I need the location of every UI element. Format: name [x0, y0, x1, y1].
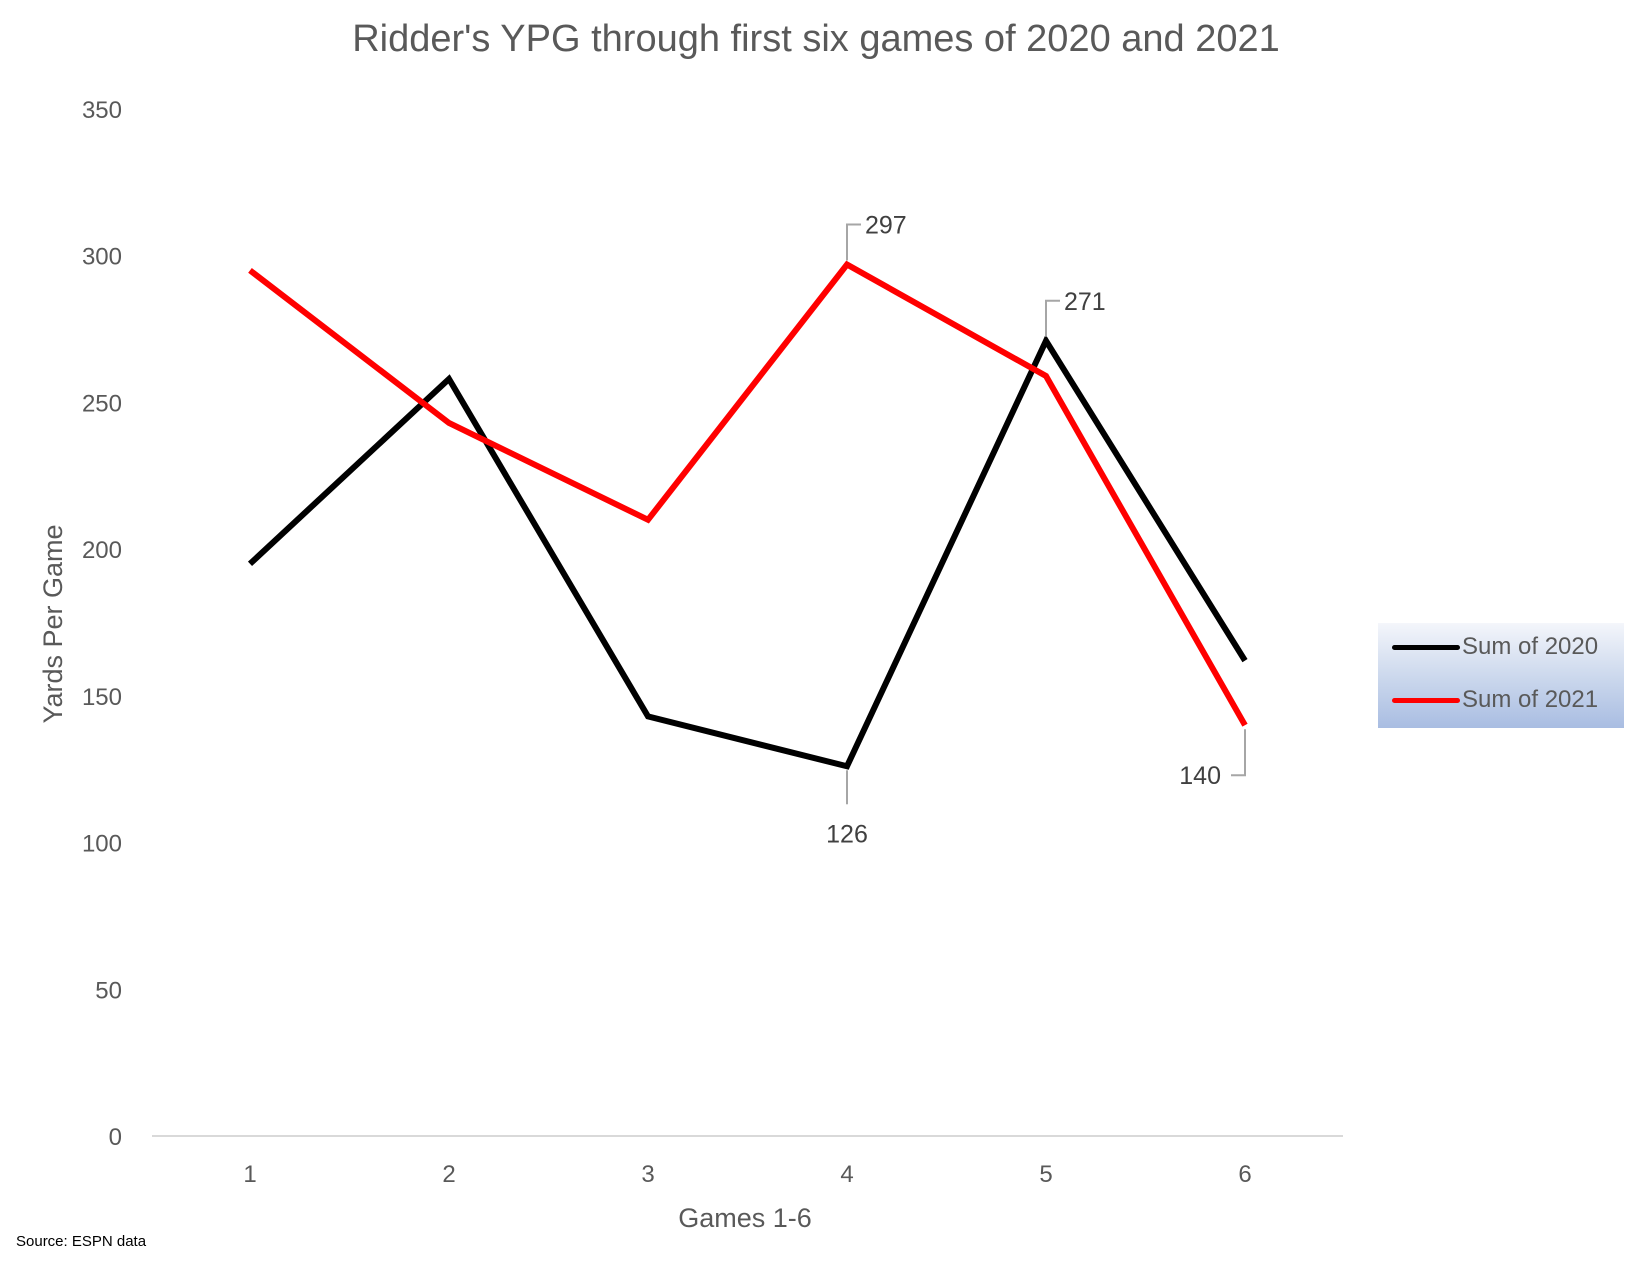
y-tick-label: 0: [109, 1124, 122, 1151]
legend-label-2021: Sum of 2021: [1462, 686, 1599, 713]
y-tick-label: 100: [82, 831, 122, 858]
source-note: Source: ESPN data: [16, 1233, 147, 1250]
legend-item-2021: Sum of 2021: [1392, 685, 1598, 715]
data-label: 271: [1064, 288, 1106, 316]
x-tick-label: 6: [1238, 1161, 1251, 1188]
series-line-sum-of-2021: [248, 260, 1248, 727]
data-label: 140: [1179, 762, 1221, 790]
x-tick-label: 2: [442, 1161, 455, 1188]
y-tick-label: 150: [82, 684, 122, 711]
y-axis-ticks: 0 50 100 150 200 250 300 350: [82, 97, 122, 1151]
legend-swatch-2020: [1392, 644, 1460, 650]
data-label-leader: [1231, 729, 1246, 777]
x-tick-label: 4: [840, 1161, 853, 1188]
x-axis-label: Games 1-6: [678, 1203, 812, 1233]
y-tick-label: 200: [82, 537, 122, 564]
series-line-sum-of-2020: [247, 334, 1248, 770]
y-tick-label: 300: [82, 244, 122, 271]
y-tick-label: 350: [82, 97, 122, 124]
legend-label-2020: Sum of 2020: [1462, 633, 1599, 660]
data-label: 126: [826, 820, 868, 848]
series-lines: [247, 260, 1248, 770]
data-label-leader: [846, 223, 861, 261]
data-labels: 297 271 126 140: [826, 212, 1246, 848]
x-tick-label: 1: [243, 1161, 256, 1188]
legend-item-2020: Sum of 2020: [1392, 632, 1598, 662]
chart-title: Ridder's YPG through first six games of …: [352, 18, 1280, 60]
y-tick-label: 50: [95, 977, 122, 1004]
data-label-leader: [1045, 299, 1060, 337]
x-tick-label: 5: [1039, 1161, 1052, 1188]
legend: Sum of 2020 Sum of 2021: [1378, 623, 1624, 728]
legend-swatch-2021: [1392, 697, 1460, 703]
data-label: 297: [865, 212, 907, 240]
y-tick-label: 250: [82, 390, 122, 417]
y-axis-label: Yards Per Game: [38, 524, 68, 723]
x-tick-label: 3: [641, 1161, 654, 1188]
x-axis: 1 2 3 4 5 6: [152, 1135, 1343, 1188]
